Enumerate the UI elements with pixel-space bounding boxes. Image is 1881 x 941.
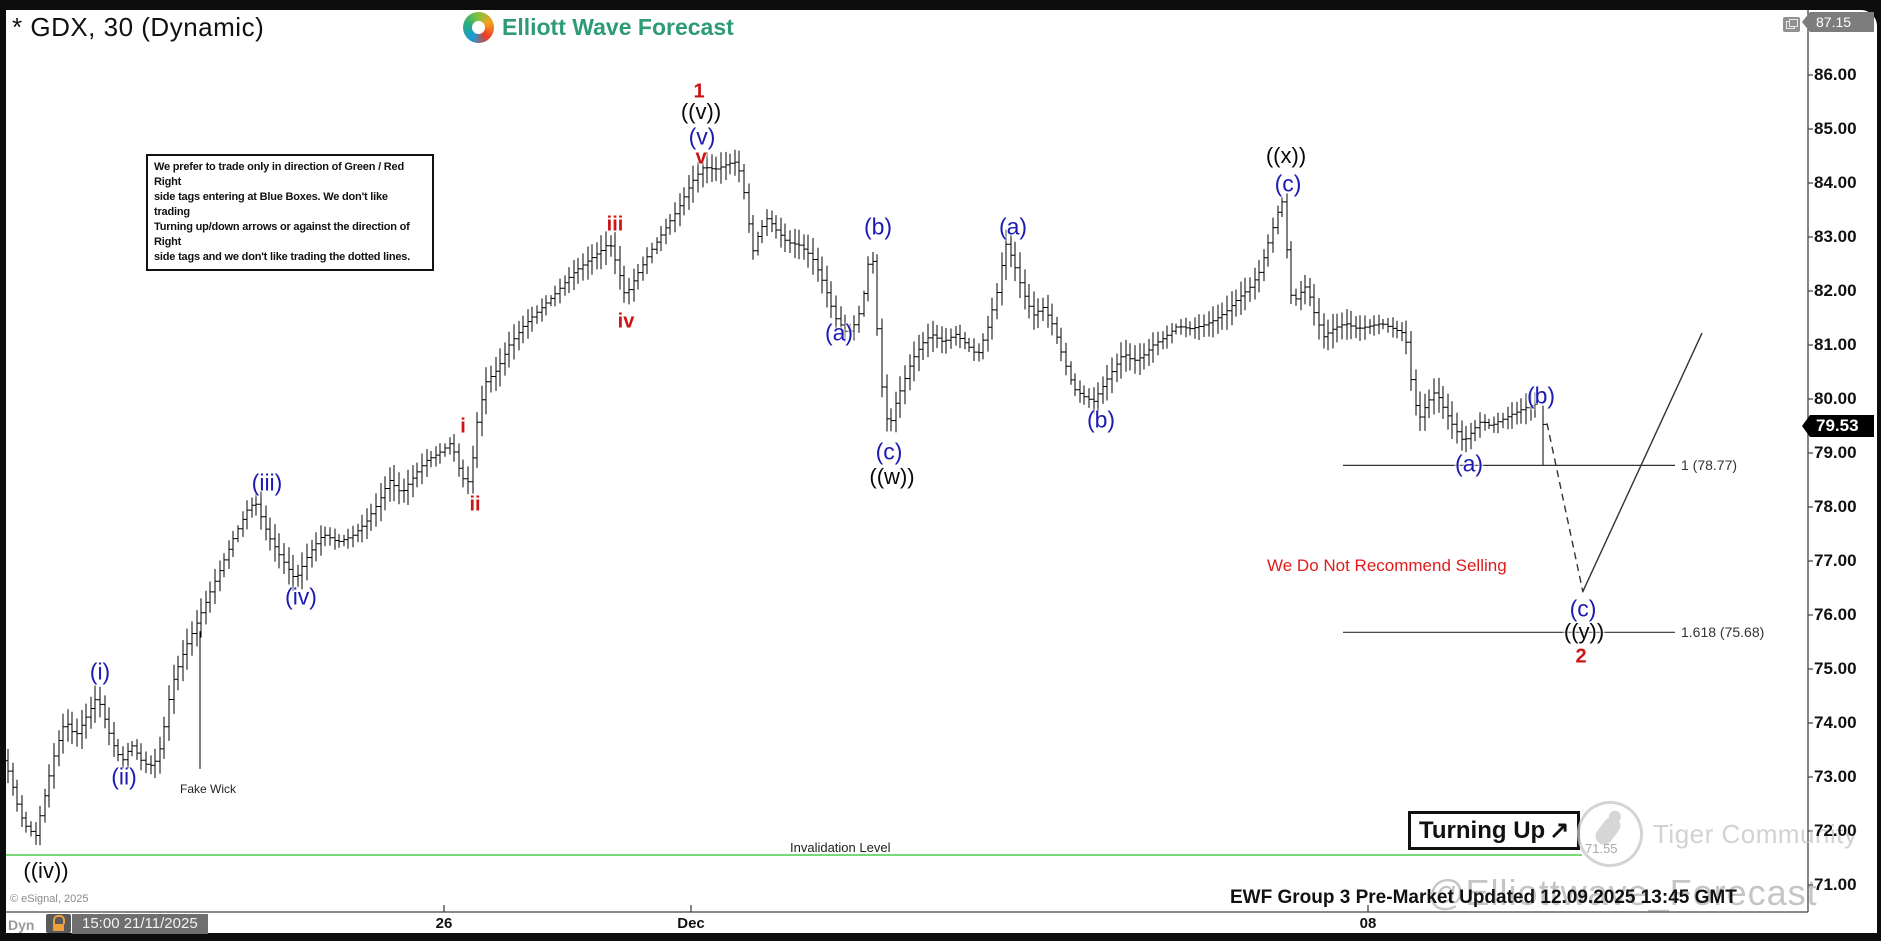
wave-label: iv bbox=[617, 310, 635, 333]
projection-up-line bbox=[1582, 332, 1703, 592]
wave-label: ((w)) bbox=[869, 464, 915, 489]
wave-label: (v) bbox=[688, 123, 716, 150]
price-axis-label: 75.00 bbox=[1814, 659, 1857, 678]
price-axis-label: 82.00 bbox=[1814, 281, 1857, 300]
price-axis-label: 77.00 bbox=[1814, 551, 1857, 570]
tiger-paw-icon bbox=[1568, 792, 1652, 876]
last-price-tag: 79.53 bbox=[1802, 415, 1874, 437]
disclaimer-box: We prefer to trade only in direction of … bbox=[146, 154, 434, 271]
wave-label: (b) bbox=[863, 213, 893, 240]
wave-label: (iii) bbox=[251, 469, 283, 496]
price-axis-label: 83.00 bbox=[1814, 227, 1857, 246]
cursor-timestamp: 15:00 21/11/2025 bbox=[72, 914, 208, 934]
wave-label: iii bbox=[606, 213, 624, 236]
time-axis-label: 26 bbox=[435, 915, 453, 932]
wave-label: (a) bbox=[824, 319, 854, 346]
no-selling-note: We Do Not Recommend Selling bbox=[1267, 556, 1507, 575]
wave-label: (c) bbox=[1569, 595, 1597, 622]
elliottwave-watermark: @Elliottwave_Forecast bbox=[1428, 872, 1818, 913]
wave-label: (ii) bbox=[111, 763, 137, 790]
turning-up-badge: Turning Up ↗ bbox=[1408, 811, 1581, 850]
price-axis-label: 71.00 bbox=[1814, 875, 1857, 894]
price-axis-label: 81.00 bbox=[1814, 335, 1857, 354]
chart-title: * GDX, 30 (Dynamic) bbox=[12, 12, 265, 42]
tiger-community-text: Tiger Community bbox=[1653, 818, 1858, 849]
time-axis-label: 08 bbox=[1359, 915, 1377, 932]
premarket-update-note: EWF Group 3 Pre-Market Updated 12.09.202… bbox=[1230, 887, 1737, 908]
disclaimer-line: side tags entering at Blue Boxes. We don… bbox=[154, 191, 388, 218]
wave-label: ((y)) bbox=[1563, 619, 1605, 644]
price-axis-label: 86.00 bbox=[1814, 65, 1857, 84]
wave-label: 2 bbox=[1575, 645, 1587, 668]
lock-body bbox=[53, 924, 64, 931]
wave-label: (i) bbox=[89, 658, 111, 685]
price-axis-label: 76.00 bbox=[1814, 605, 1857, 624]
disclaimer-line: We prefer to trade only in direction of … bbox=[154, 161, 404, 188]
invalidation-level-label: Invalidation Level bbox=[790, 840, 891, 855]
esignal-copyright: © eSignal, 2025 bbox=[10, 893, 89, 905]
fib-level-label: 1 (78.77) bbox=[1681, 457, 1738, 474]
wave-label: (a) bbox=[1454, 450, 1484, 477]
wave-label: ((x)) bbox=[1265, 143, 1307, 168]
wave-label: i bbox=[460, 415, 466, 438]
wave-label: ((v)) bbox=[680, 99, 722, 124]
tiger-community-watermark: Tiger Community bbox=[1568, 792, 1858, 876]
wave-label: (iv) bbox=[285, 583, 317, 610]
price-axis-label: 73.00 bbox=[1814, 767, 1857, 786]
price-axis-label: 85.00 bbox=[1814, 119, 1857, 138]
wave-label: ((iv)) bbox=[23, 858, 69, 883]
arrow-up-right-icon: ↗ bbox=[1549, 817, 1570, 844]
brand-name: Elliott Wave Forecast bbox=[502, 14, 734, 40]
restore-window-icon[interactable] bbox=[1783, 17, 1800, 32]
projection-down-dashed bbox=[1546, 423, 1584, 593]
wave-label: (c) bbox=[875, 438, 903, 465]
disclaimer-line: side tags and we don't like trading the … bbox=[154, 251, 411, 263]
lock-shackle bbox=[52, 915, 65, 924]
price-axis-label: 72.00 bbox=[1814, 821, 1857, 840]
wave-label: ii bbox=[469, 493, 481, 516]
wave-label: (c) bbox=[1274, 170, 1302, 197]
disclaimer-line: Turning up/down arrows or against the di… bbox=[154, 221, 410, 248]
wave-label: 1 bbox=[693, 80, 705, 103]
brand-logo[interactable]: Elliott Wave Forecast bbox=[463, 12, 734, 43]
turning-up-label: Turning Up bbox=[1419, 816, 1546, 844]
elliott-wave-logo-icon bbox=[463, 12, 494, 43]
time-axis-label: Dec bbox=[677, 915, 705, 932]
wave-label: (b) bbox=[1086, 406, 1116, 433]
open-close-ticks bbox=[5, 161, 1547, 836]
price-axis-label: 79.00 bbox=[1814, 443, 1857, 462]
fib-level-label: 1.618 (75.68) bbox=[1681, 624, 1765, 641]
price-axis-label: 78.00 bbox=[1814, 497, 1857, 516]
price-axis-label: 84.00 bbox=[1814, 173, 1857, 192]
price-axis-label: 74.00 bbox=[1814, 713, 1857, 732]
price-axis-label: 80.00 bbox=[1814, 389, 1857, 408]
wave-label: v bbox=[695, 146, 707, 169]
lock-icon[interactable] bbox=[46, 914, 71, 933]
high-price-tag: 87.15 bbox=[1802, 12, 1874, 32]
wave-label: Fake Wick bbox=[179, 782, 237, 796]
wave-label: (b) bbox=[1526, 382, 1556, 409]
dyn-mode-label: Dyn bbox=[8, 917, 35, 933]
wave-label: (a) bbox=[998, 213, 1028, 240]
